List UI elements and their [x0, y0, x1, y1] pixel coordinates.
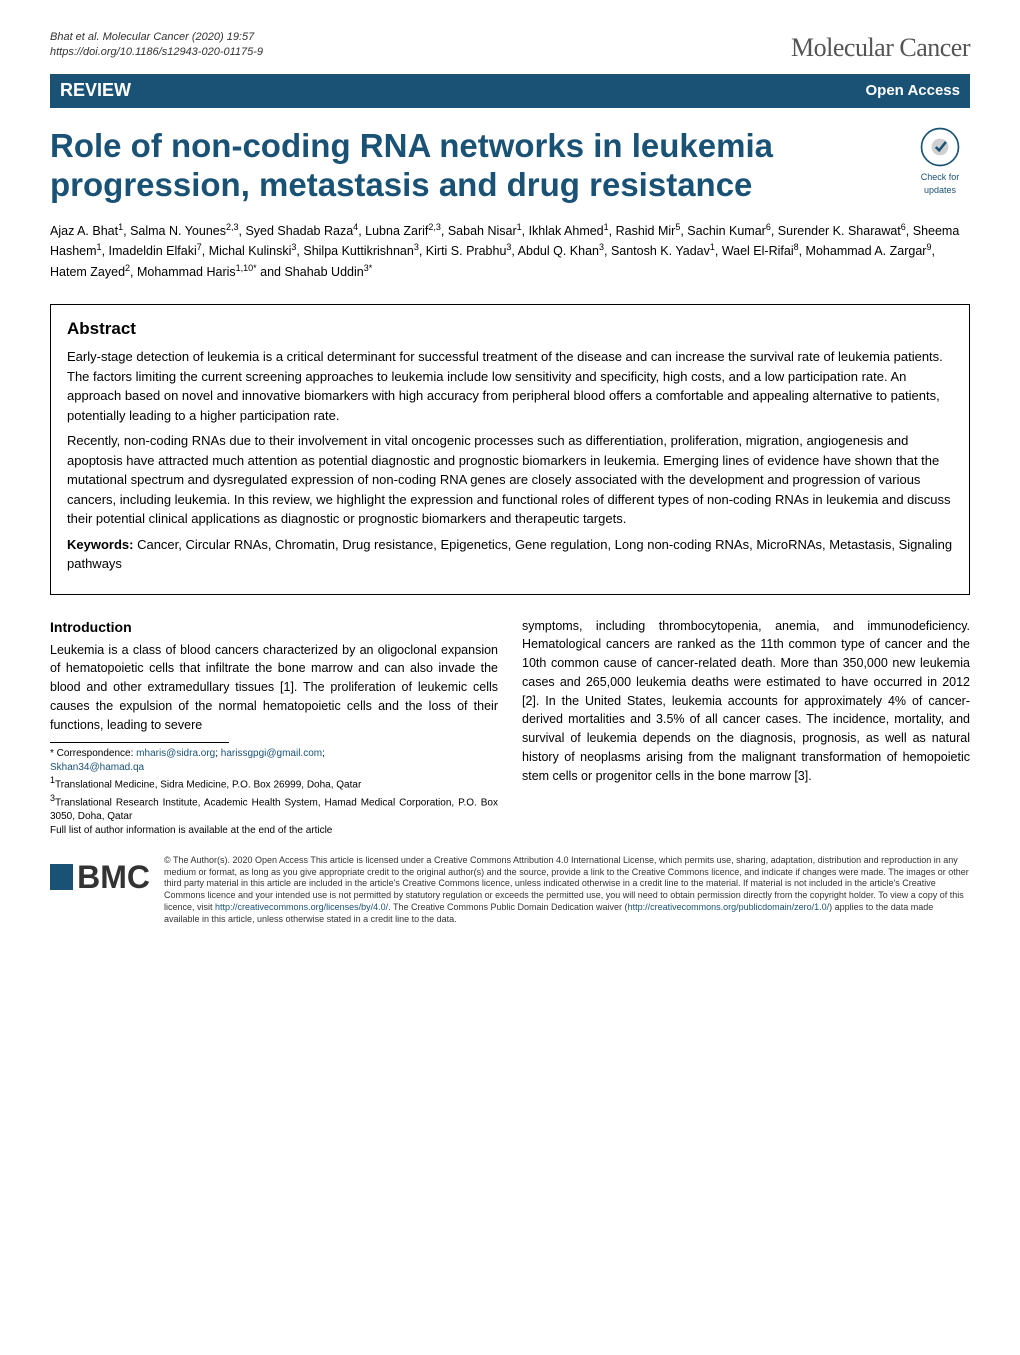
corr-email-2[interactable]: harissgpgi@gmail.com: [221, 748, 322, 759]
affiliation-note: Full list of author information is avail…: [50, 825, 332, 836]
affiliation-3: Translational Research Institute, Academ…: [50, 798, 498, 823]
journal-name: Molecular Cancer: [791, 30, 970, 66]
corr-email-1[interactable]: mharis@sidra.org: [136, 748, 215, 759]
abstract-box: Abstract Early-stage detection of leukem…: [50, 304, 970, 594]
correspondence-label: * Correspondence:: [50, 748, 136, 759]
correspondence-block: * Correspondence: mharis@sidra.org; hari…: [50, 747, 498, 837]
keywords-label: Keywords:: [67, 537, 133, 552]
right-column: symptoms, including thrombocytopenia, an…: [522, 617, 970, 837]
citation-block: Bhat et al. Molecular Cancer (2020) 19:5…: [50, 30, 263, 61]
left-column: Introduction Leukemia is a class of bloo…: [50, 617, 498, 837]
article-type: REVIEW: [60, 78, 131, 103]
crossmark-icon: [919, 126, 961, 168]
keywords-text: Cancer, Circular RNAs, Chromatin, Drug r…: [67, 537, 952, 572]
bmc-text: BMC: [77, 855, 150, 900]
footer: BMC © The Author(s). 2020 Open Access Th…: [50, 855, 970, 925]
bmc-square-icon: [50, 864, 73, 890]
abstract-heading: Abstract: [67, 317, 953, 341]
abstract-p1: Early-stage detection of leukemia is a c…: [67, 347, 953, 425]
correspondence-rule: [50, 742, 229, 743]
license-text-2: . The Creative Commons Public Domain Ded…: [388, 902, 627, 912]
article-title: Role of non-coding RNA networks in leuke…: [50, 126, 910, 205]
open-access-label: Open Access: [866, 80, 961, 101]
citation-line2: https://doi.org/10.1186/s12943-020-01175…: [50, 46, 263, 58]
affiliation-1: Translational Medicine, Sidra Medicine, …: [55, 780, 361, 791]
author-list: Ajaz A. Bhat1, Salma N. Younes2,3, Syed …: [50, 221, 970, 283]
license-link-1[interactable]: http://creativecommons.org/licenses/by/4…: [215, 902, 388, 912]
keywords-line: Keywords: Cancer, Circular RNAs, Chromat…: [67, 535, 953, 574]
abstract-p2: Recently, non-coding RNAs due to their i…: [67, 431, 953, 529]
introduction-heading: Introduction: [50, 617, 498, 638]
license-block: © The Author(s). 2020 Open Access This a…: [164, 855, 970, 925]
license-link-2[interactable]: http://creativecommons.org/publicdomain/…: [628, 902, 830, 912]
citation-line1: Bhat et al. Molecular Cancer (2020) 19:5…: [50, 31, 254, 43]
intro-right-text: symptoms, including thrombocytopenia, an…: [522, 617, 970, 786]
corr-email-3[interactable]: Skhan34@hamad.qa: [50, 762, 144, 773]
check-updates-label: Check for updates: [910, 171, 970, 196]
check-updates-badge[interactable]: Check for updates: [910, 126, 970, 205]
intro-left-text: Leukemia is a class of blood cancers cha…: [50, 641, 498, 735]
bmc-logo: BMC: [50, 855, 150, 900]
article-type-bar: REVIEW Open Access: [50, 74, 970, 107]
